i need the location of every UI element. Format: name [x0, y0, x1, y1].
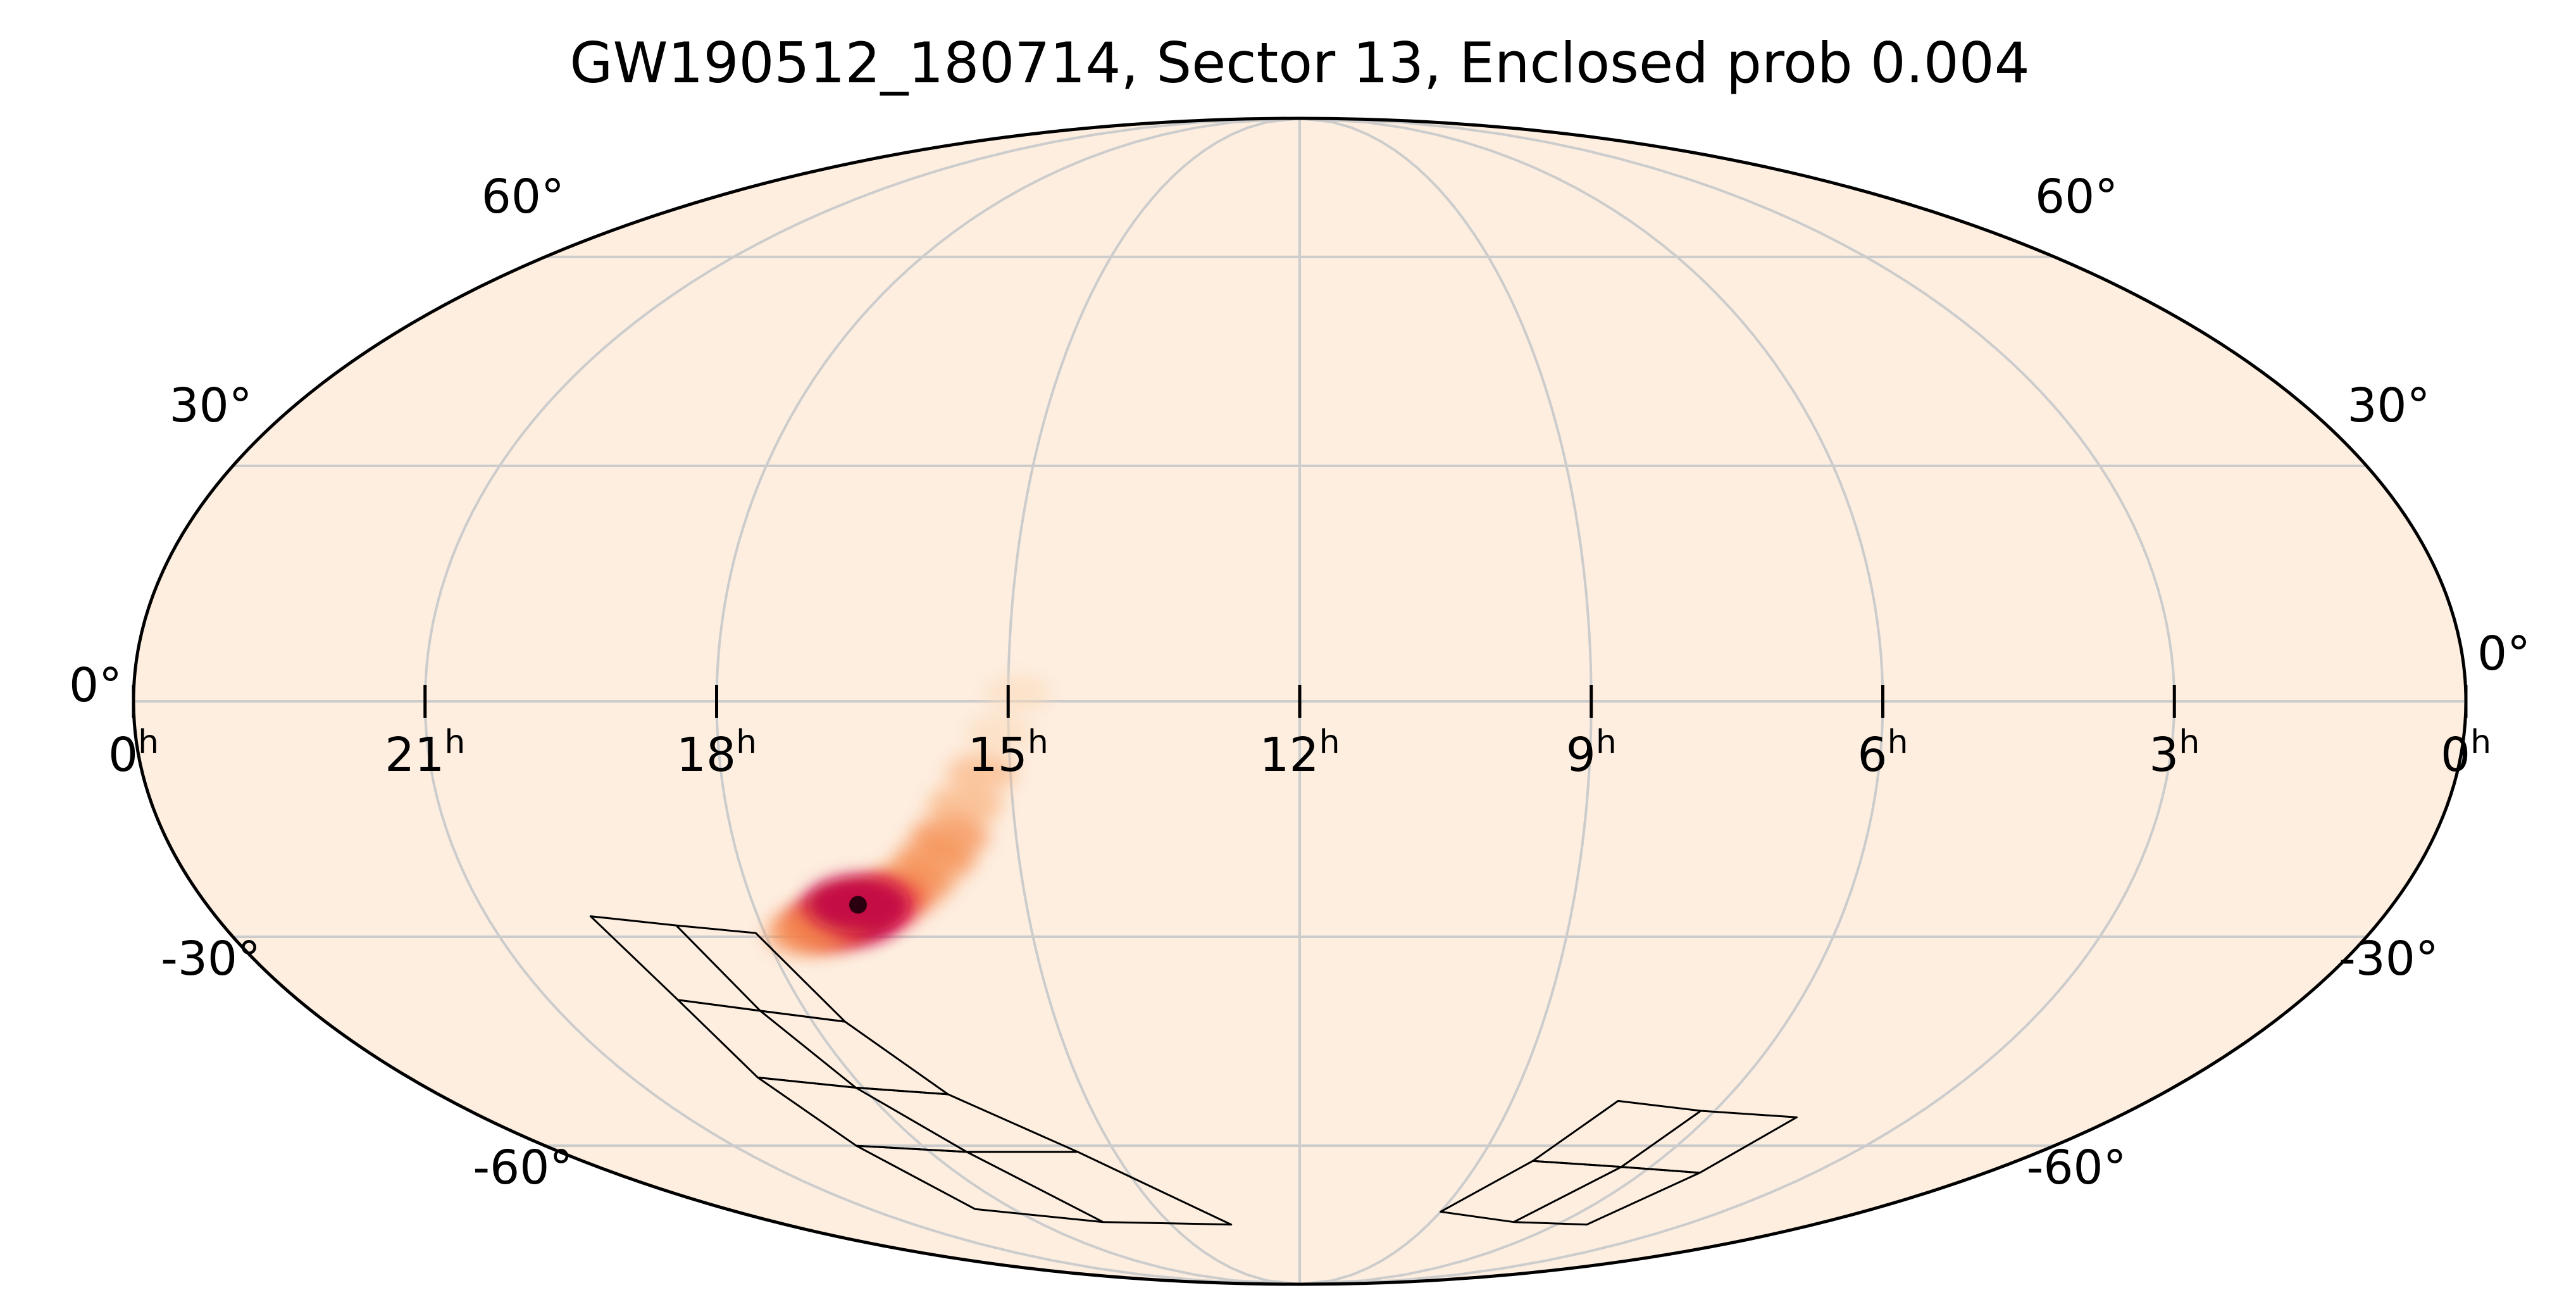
- dec-tick-label: -60°: [2027, 1141, 2127, 1195]
- dec-tick-label: 0°: [69, 658, 122, 713]
- dec-tick-label: -60°: [473, 1141, 573, 1195]
- ra-tick-label: 3h: [2149, 723, 2200, 782]
- dec-tick-label: 60°: [2035, 170, 2118, 224]
- dec-tick-labels-right: 60° 30° 0° -30° -60°: [2027, 170, 2530, 1195]
- probability-peak: [849, 896, 867, 914]
- probability-blob: [985, 675, 1052, 712]
- dec-tick-label: 0°: [2477, 627, 2530, 681]
- ra-tick-label: 6h: [1857, 723, 1908, 782]
- ccd-divider: [675, 925, 761, 1012]
- probability-map: [766, 675, 1052, 955]
- dec-tick-label: 30°: [169, 379, 252, 433]
- chart-title: GW190512_180714, Sector 13, Enclosed pro…: [569, 30, 2029, 96]
- dec-tick-labels-left: 60° 30° 0° -30° -60°: [69, 170, 573, 1195]
- ra-tick-label: 0h: [2441, 723, 2491, 782]
- ccd-divider: [1621, 1110, 1702, 1168]
- probability-blob: [964, 714, 1033, 753]
- dec-tick-label: -30°: [2339, 932, 2439, 986]
- tess-footprint: [589, 915, 1798, 1226]
- probability-blob: [945, 753, 1017, 793]
- ccd-footprint: [1440, 1160, 1701, 1226]
- dec-tick-label: 60°: [482, 170, 564, 224]
- ccd-divider: [966, 1151, 1104, 1223]
- dec-tick-label: -30°: [161, 932, 261, 986]
- ccd-divider: [1513, 1166, 1622, 1223]
- ccd-divider: [855, 1087, 968, 1153]
- ra-tick-marks: [132, 685, 2468, 718]
- dec-tick-label: 30°: [2347, 379, 2430, 433]
- ccd-divider: [759, 1010, 857, 1089]
